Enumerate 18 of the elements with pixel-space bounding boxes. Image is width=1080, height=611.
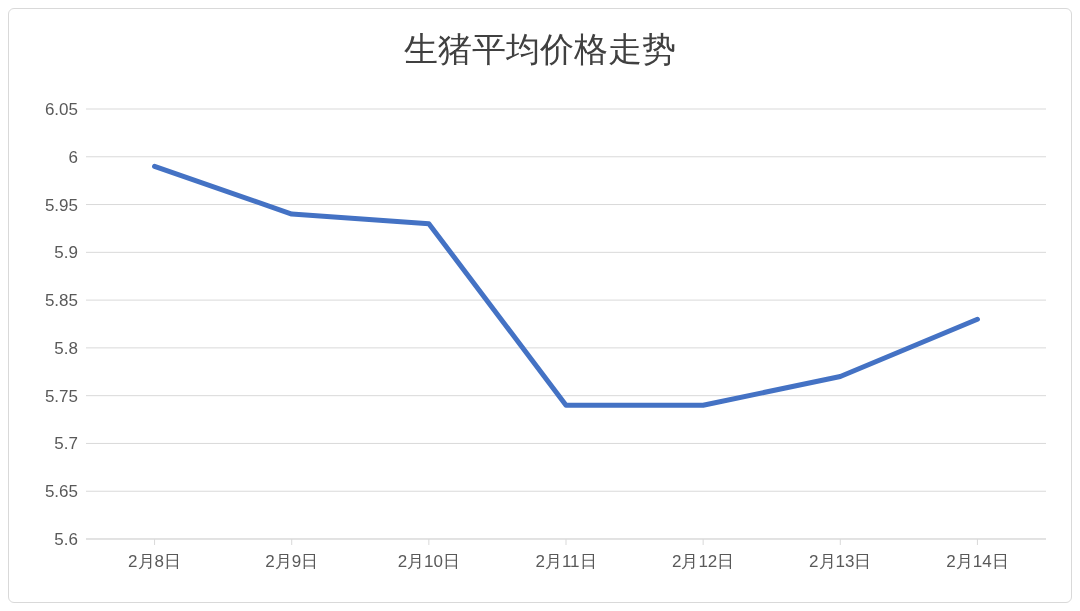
x-tick-label: 2月10日 [397, 552, 461, 572]
y-tick-label: 5.85 [44, 291, 78, 311]
y-tick-label: 6.05 [44, 100, 78, 120]
y-tick-label: 6 [68, 147, 78, 167]
x-tick-label: 2月9日 [265, 552, 319, 572]
y-tick-label: 5.75 [44, 386, 78, 406]
y-tick-label: 5.7 [54, 434, 78, 454]
y-tick-label: 5.6 [54, 530, 78, 550]
y-tick-label: 5.95 [44, 195, 78, 215]
x-tick-label: 2月14日 [946, 552, 1009, 572]
x-tick-label: 2月12日 [671, 552, 735, 572]
y-tick-label: 5.9 [54, 243, 78, 263]
x-tick-label: 2月13日 [809, 552, 872, 572]
x-tick-label: 2月8日 [128, 552, 182, 572]
y-tick-label: 5.8 [54, 338, 78, 358]
chart-title: 生猪平均价格走势 [403, 30, 677, 70]
x-tick-label: 2月11日 [535, 552, 597, 572]
y-tick-label: 5.65 [44, 482, 78, 502]
